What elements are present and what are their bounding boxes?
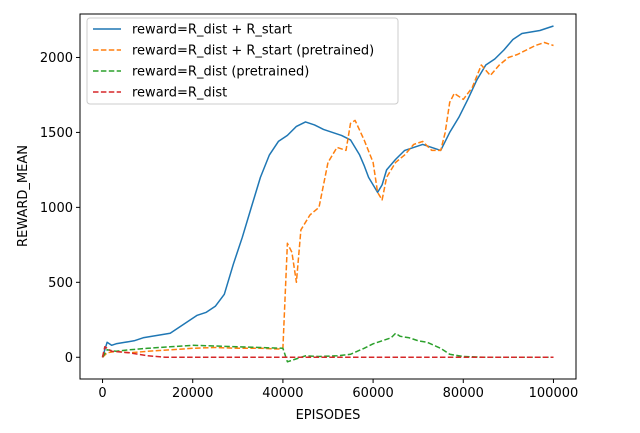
y-tick-label: 1500 (40, 126, 73, 141)
series-line-1 (101, 25, 554, 358)
legend: reward=R_dist + R_start reward=R_dist + R… (86, 17, 399, 105)
x-tick-label: 100000 (529, 386, 579, 401)
y-tick-label: 1000 (40, 201, 73, 216)
x-axis-ticks: 0 20000 40000 60000 80000 100000 (98, 379, 578, 401)
y-tick-label: 500 (48, 276, 73, 291)
plot-lines (101, 25, 554, 363)
legend-label-2: reward=R_dist + R_start (pretrained) (132, 44, 374, 59)
x-tick-label: 40000 (262, 386, 303, 401)
x-tick-label: 80000 (443, 386, 484, 401)
x-tick-label: 60000 (352, 386, 393, 401)
y-tick-label: 2000 (40, 51, 73, 66)
x-tick-label: 20000 (172, 386, 213, 401)
legend-label-3: reward=R_dist (pretrained) (132, 65, 309, 80)
y-axis-label: REWARD_MEAN (16, 145, 31, 247)
series-line-2 (101, 41, 554, 358)
plot-frame (79, 13, 577, 380)
legend-label-1: reward=R_dist + R_start (132, 23, 292, 38)
y-tick-label: 0 (65, 351, 73, 366)
series-line-3 (101, 332, 554, 363)
legend-label-4: reward=R_dist (132, 86, 227, 101)
series-line-4 (101, 346, 554, 359)
x-axis-label: EPISODES (296, 408, 361, 423)
legend-frame (86, 17, 399, 105)
x-tick-label: 0 (98, 386, 106, 401)
y-axis-ticks: 0 500 1000 1500 2000 (40, 51, 80, 366)
